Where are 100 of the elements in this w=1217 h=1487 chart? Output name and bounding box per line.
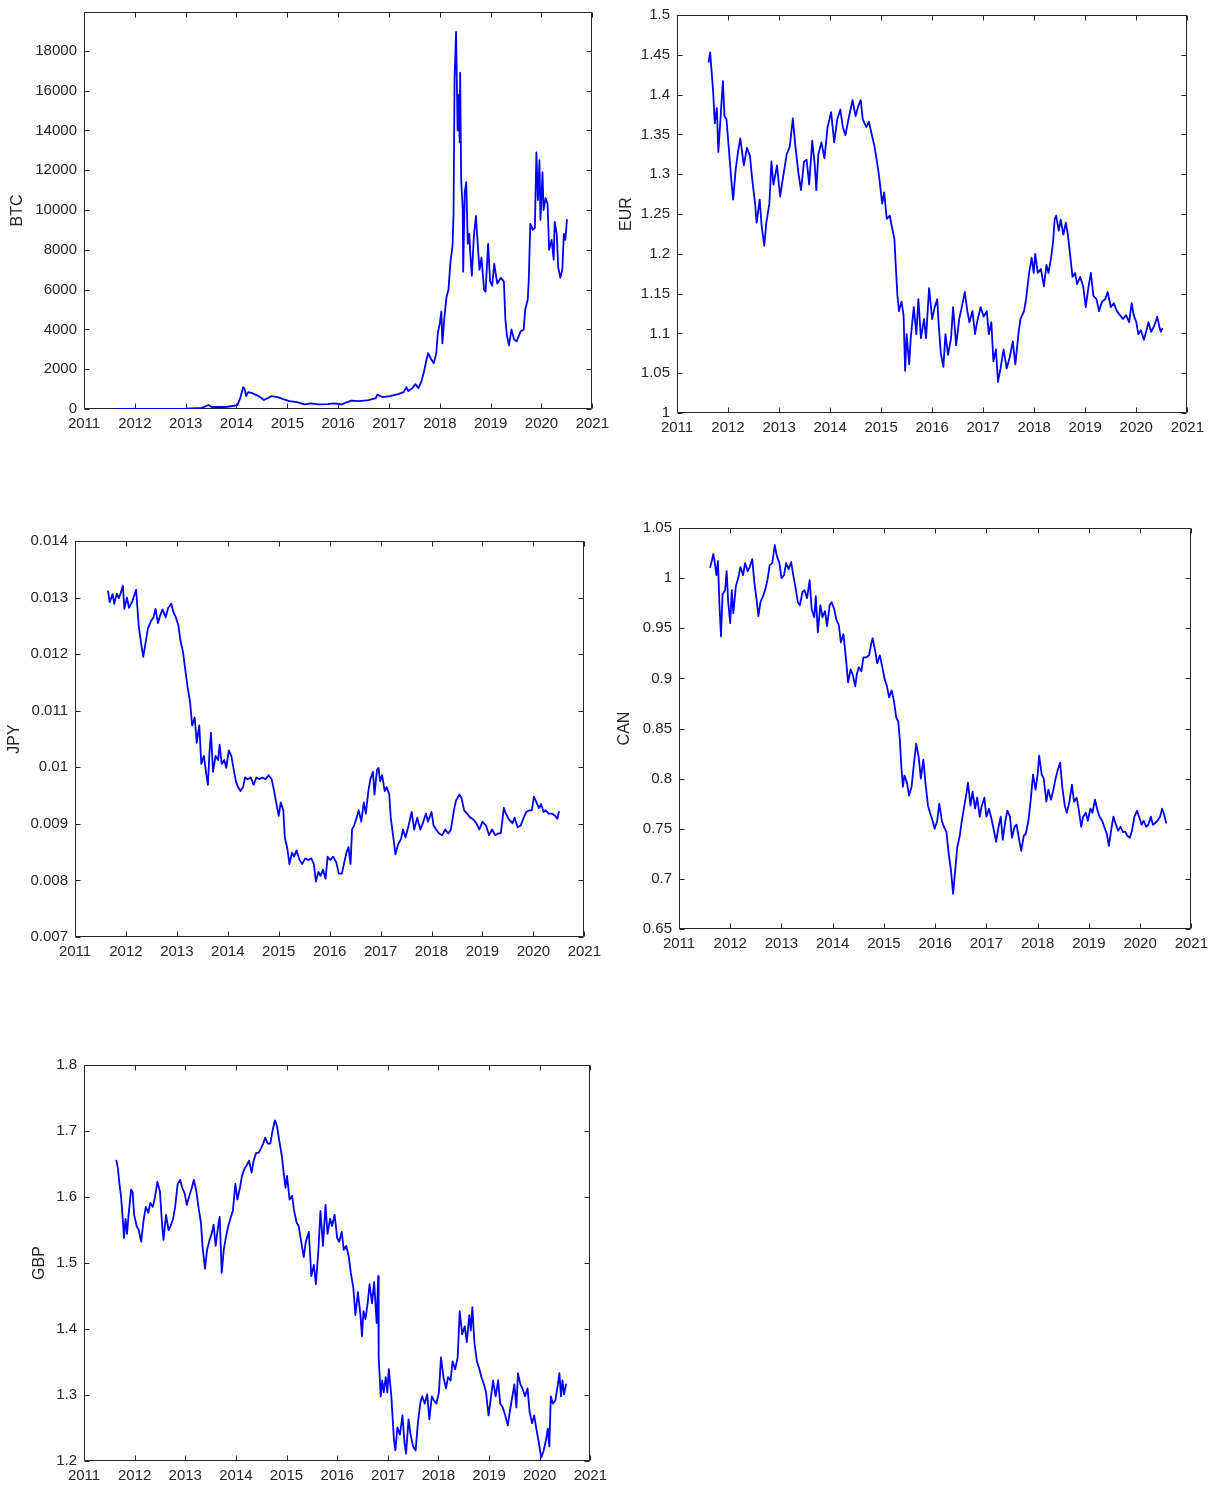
y-tick-label: 1.05 bbox=[640, 363, 670, 381]
x-tick-label: 2020 bbox=[516, 942, 551, 960]
y-tick-label: 0 bbox=[68, 399, 77, 417]
y-axis-title: GBP bbox=[30, 1246, 48, 1280]
y-tick-label: 1.1 bbox=[649, 323, 670, 341]
x-tick-label: 2011 bbox=[58, 942, 92, 960]
y-tick-label: 2000 bbox=[43, 359, 77, 377]
x-tick-label: 2015 bbox=[262, 942, 296, 960]
x-tick-label: 2021 bbox=[1170, 418, 1204, 436]
y-axis-title: BTC bbox=[8, 194, 26, 227]
x-tick-label: 2020 bbox=[1119, 418, 1153, 436]
y-tick-label: 4000 bbox=[43, 319, 77, 337]
y-tick-label: 1.4 bbox=[649, 84, 670, 102]
y-tick-label: 0.65 bbox=[642, 919, 672, 937]
y-tick-label: 0.007 bbox=[30, 927, 68, 945]
x-tick-label: 2015 bbox=[867, 934, 901, 952]
y-tick-label: 1 bbox=[661, 403, 670, 421]
x-tick-label: 2017 bbox=[371, 1466, 405, 1484]
x-tick-label: 2012 bbox=[118, 414, 152, 432]
x-tick-label: 2012 bbox=[117, 1466, 152, 1484]
x-tick-label: 2013 bbox=[762, 418, 796, 436]
x-tick-label: 2015 bbox=[270, 414, 305, 432]
y-tick-label: 0.95 bbox=[642, 618, 672, 636]
x-tick-label: 2014 bbox=[816, 934, 850, 952]
y-tick-label: 1.4 bbox=[56, 1319, 77, 1337]
y-tick-label: 0.75 bbox=[642, 818, 672, 836]
y-tick-label: 0.011 bbox=[31, 700, 68, 718]
y-tick-label: 1 bbox=[663, 568, 672, 586]
y-tick-label: 1.35 bbox=[640, 124, 670, 142]
x-tick-label: 2011 bbox=[67, 414, 101, 432]
y-tick-label: 0.85 bbox=[642, 718, 672, 736]
y-axis-title: JPY bbox=[5, 724, 23, 754]
x-tick-label: 2011 bbox=[660, 418, 694, 436]
x-tick-label: 2015 bbox=[269, 1466, 304, 1484]
x-tick-label: 2016 bbox=[312, 942, 347, 960]
y-tick-label: 1.05 bbox=[642, 518, 672, 536]
y-axis-title: CAN bbox=[615, 711, 633, 746]
y-tick-label: 1.6 bbox=[56, 1187, 77, 1205]
x-tick-label: 2013 bbox=[160, 942, 194, 960]
y-tick-label: 0.8 bbox=[651, 768, 672, 786]
y-tick-label: 0.008 bbox=[30, 870, 68, 888]
y-tick-label: 16000 bbox=[35, 80, 77, 98]
x-tick-label: 2013 bbox=[168, 414, 203, 432]
x-tick-label: 2018 bbox=[1020, 934, 1055, 952]
y-tick-label: 1.2 bbox=[649, 243, 670, 261]
y-tick-label: 10000 bbox=[35, 200, 77, 218]
x-tick-label: 2017 bbox=[372, 414, 406, 432]
x-tick-label: 2015 bbox=[864, 418, 898, 436]
y-tick-label: 6000 bbox=[43, 279, 77, 297]
y-tick-label: 0.009 bbox=[30, 814, 68, 831]
x-tick-label: 2021 bbox=[575, 414, 609, 432]
x-tick-label: 2016 bbox=[321, 414, 355, 432]
x-tick-label: 2014 bbox=[813, 418, 847, 436]
x-tick-label: 2021 bbox=[573, 1466, 607, 1484]
y-tick-label: 1.2 bbox=[56, 1451, 77, 1469]
y-tick-label: 0.9 bbox=[651, 668, 672, 686]
x-tick-label: 2019 bbox=[473, 414, 508, 432]
y-tick-label: 1.8 bbox=[56, 1055, 77, 1073]
x-tick-label: 2013 bbox=[168, 1466, 202, 1484]
x-tick-label: 2014 bbox=[211, 942, 245, 960]
x-tick-label: 2018 bbox=[421, 1466, 456, 1484]
y-tick-label: 0.013 bbox=[30, 587, 68, 605]
x-tick-label: 2019 bbox=[1068, 418, 1102, 436]
x-tick-label: 2020 bbox=[1123, 934, 1157, 952]
x-tick-label: 2012 bbox=[713, 934, 747, 952]
y-tick-label: 0.012 bbox=[30, 644, 68, 662]
x-tick-label: 2019 bbox=[472, 1466, 506, 1484]
x-tick-label: 2012 bbox=[711, 418, 745, 436]
x-tick-label: 2017 bbox=[969, 934, 1004, 952]
x-tick-label: 2011 bbox=[662, 934, 696, 952]
y-tick-label: 12000 bbox=[35, 160, 77, 178]
x-tick-label: 2016 bbox=[915, 418, 949, 436]
y-tick-label: 1.5 bbox=[649, 5, 670, 23]
x-tick-label: 2011 bbox=[67, 1466, 101, 1484]
y-tick-label: 1.25 bbox=[640, 204, 670, 222]
x-tick-label: 2018 bbox=[423, 414, 457, 432]
x-tick-label: 2018 bbox=[1017, 418, 1051, 436]
x-tick-label: 2014 bbox=[219, 1466, 253, 1484]
x-tick-label: 2019 bbox=[1072, 934, 1106, 952]
y-tick-label: 18000 bbox=[35, 40, 77, 58]
y-tick-label: 1.3 bbox=[56, 1385, 77, 1403]
x-tick-label: 2016 bbox=[918, 934, 952, 952]
y-axis-title: EUR bbox=[617, 197, 635, 231]
x-tick-label: 2021 bbox=[1174, 934, 1208, 952]
y-tick-label: 1.3 bbox=[649, 164, 670, 182]
y-tick-label: 1.5 bbox=[56, 1253, 77, 1271]
x-tick-label: 2013 bbox=[764, 934, 799, 952]
y-tick-label: 1.7 bbox=[56, 1121, 77, 1139]
x-tick-label: 2020 bbox=[524, 414, 559, 432]
x-tick-label: 2019 bbox=[465, 942, 500, 960]
y-tick-label: 0.01 bbox=[38, 757, 68, 775]
x-tick-label: 2017 bbox=[966, 418, 1000, 436]
y-tick-label: 0.7 bbox=[651, 869, 672, 887]
y-tick-label: 14000 bbox=[35, 120, 77, 138]
x-tick-label: 2020 bbox=[523, 1466, 557, 1484]
x-tick-label: 2017 bbox=[363, 942, 398, 960]
y-tick-label: 1.45 bbox=[640, 44, 670, 62]
y-tick-label: 8000 bbox=[43, 239, 77, 257]
y-tick-label: 0.014 bbox=[30, 531, 68, 549]
x-tick-label: 2018 bbox=[414, 942, 449, 960]
